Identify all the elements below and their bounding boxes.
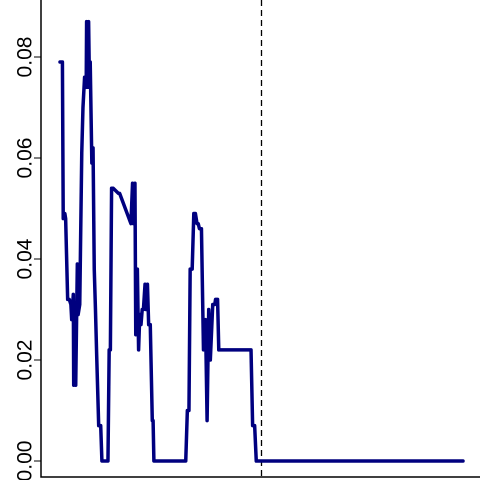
series-layer: [58, 19, 465, 463]
y-tick-label-1: 0.02: [13, 340, 36, 381]
series-line-0: [58, 19, 465, 463]
y-axis: 0.00 0.02 0.04 0.06 0.08: [13, 37, 41, 480]
y-tick-label-4: 0.08: [13, 37, 36, 78]
plot-frame: [40, 0, 480, 478]
y-tick-label-3: 0.06: [13, 138, 36, 179]
y-tick-label-0: 0.00: [13, 441, 36, 480]
y-tick-label-2: 0.04: [13, 238, 36, 279]
